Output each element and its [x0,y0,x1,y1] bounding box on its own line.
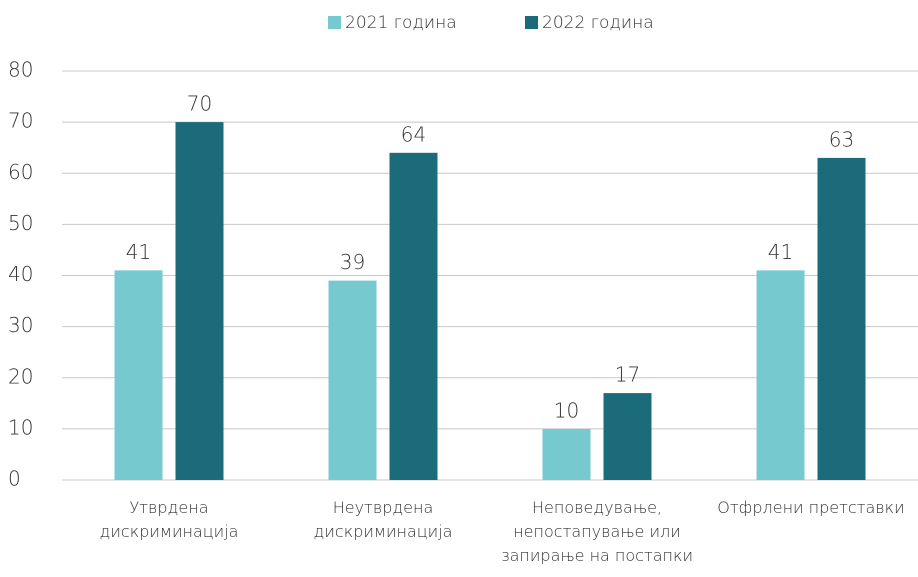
legend-swatch [328,16,341,29]
y-tick-label: 80 [8,58,33,82]
legend-label: 2022 година [542,13,654,33]
y-tick-label: 30 [8,313,33,337]
bar [817,157,866,480]
legend-label: 2021 година [345,13,457,33]
y-tick-label: 50 [8,211,33,235]
y-tick-label: 10 [8,415,33,439]
bar [603,393,652,480]
x-tick-label: Неповедување, непостапување или запирање… [500,498,694,565]
y-tick-label: 60 [8,160,33,184]
y-tick-label: 40 [8,262,33,286]
y-tick-label: 0 [8,467,21,491]
data-label: 17 [615,363,640,387]
bar [389,152,438,481]
x-tick-label: Утврдена дискриминација [99,498,239,541]
bar [175,122,224,480]
data-label: 63 [829,127,854,151]
x-tick-label: Неутврдена дискриминација [313,498,453,541]
bar [756,270,805,480]
bar [542,428,591,480]
data-label: 64 [401,122,426,146]
data-label: 39 [340,250,365,274]
x-tick-label: Отфрлени претставки [717,498,905,517]
data-label: 41 [126,240,151,264]
bar [114,270,163,480]
data-label: 70 [187,92,212,116]
legend-swatch [525,16,538,29]
data-label: 10 [554,398,579,422]
data-label: 41 [768,240,793,264]
y-tick-label: 20 [8,364,33,388]
bar [328,280,377,480]
y-tick-label: 70 [8,109,33,133]
